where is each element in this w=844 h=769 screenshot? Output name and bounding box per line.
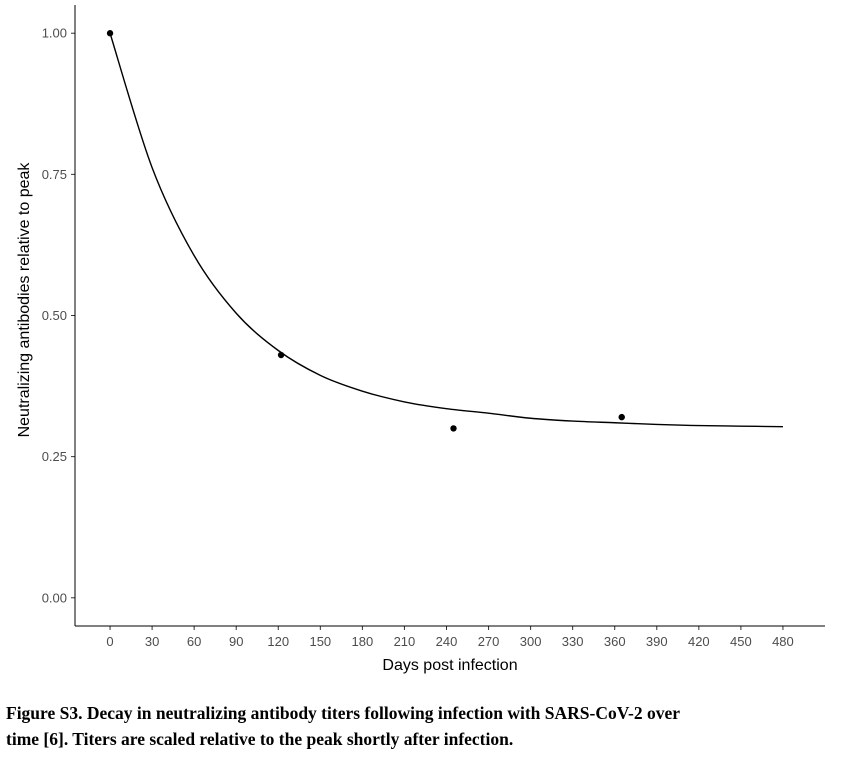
x-tick-label: 90 [229,634,243,649]
x-tick-label: 390 [646,634,668,649]
x-tick-label: 300 [520,634,542,649]
y-tick-label: 1.00 [42,26,67,41]
data-point [106,30,114,37]
x-tick-label: 150 [309,634,331,649]
x-tick-label: 240 [436,634,458,649]
y-tick-label: 0.50 [42,308,67,323]
x-axis-ticks: 0 30 60 90 120 150 180 210 240 270 300 330 360 390 420… [106,626,794,649]
y-tick-label: 0.25 [42,449,67,464]
x-tick-label: 360 [604,634,626,649]
x-tick-label: 270 [478,634,500,649]
data-point [450,425,457,432]
x-tick-label: 330 [562,634,584,649]
y-axis-title: Neutralizing antibodies relative to peak [16,162,33,438]
caption-line-1: Figure S3. Decay in neutralizing antibod… [6,703,681,723]
figure-caption: Figure S3. Decay in neutralizing antibod… [6,700,842,752]
x-axis-title: Days post infection [382,657,517,674]
x-tick-label: 210 [394,634,416,649]
caption-line-2: time [6]. Titers are scaled relative to … [6,729,514,749]
decay-chart: 0 30 60 90 120 150 180 210 240 270 300 330 360 390 420… [16,5,825,674]
x-tick-label: 180 [352,634,374,649]
x-tick-label: 60 [187,634,201,649]
x-tick-label: 480 [772,634,794,649]
data-points [106,30,625,432]
x-tick-label: 450 [730,634,752,649]
x-tick-label: 420 [688,634,710,649]
data-point [618,413,625,421]
y-tick-label: 0.00 [42,590,67,605]
x-tick-label: 120 [267,634,289,649]
y-tick-label: 0.75 [42,167,67,182]
data-point [277,351,285,359]
x-tick-label: 0 [106,634,113,649]
fit-curve [109,33,783,428]
y-axis-ticks: 0.00 0.25 0.50 0.75 1.00 [42,26,75,605]
x-tick-label: 30 [145,634,159,649]
